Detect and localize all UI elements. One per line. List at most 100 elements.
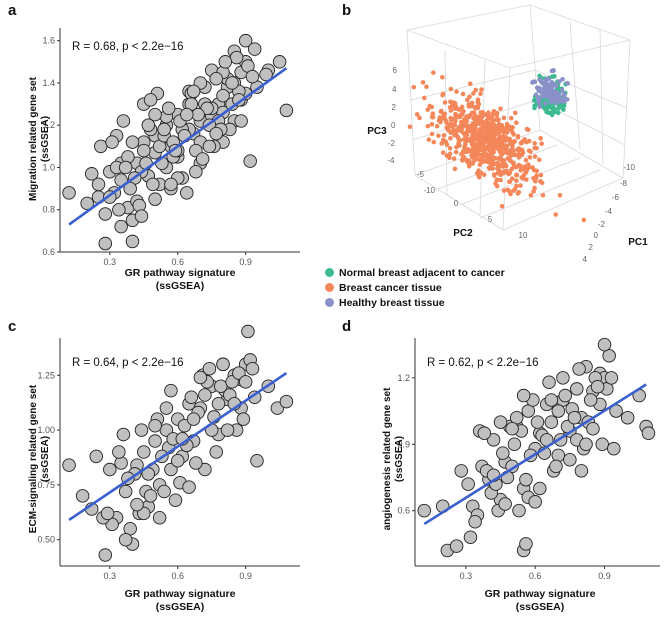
- pc2-tick-label: 5: [488, 215, 493, 224]
- legend-label-cancer: Breast cancer tissue: [339, 281, 442, 294]
- pca-point: [485, 136, 491, 141]
- pca-point: [447, 155, 452, 161]
- pca-point: [542, 93, 548, 98]
- pca-point: [450, 100, 456, 105]
- xlabel-c-text: GR pathway signature: [124, 588, 236, 600]
- data-point: [549, 459, 563, 474]
- pca-grid-line: [410, 69, 536, 101]
- pca-point: [442, 116, 448, 122]
- pca-point: [486, 143, 491, 149]
- pca-point: [439, 141, 445, 146]
- pca-point: [505, 126, 511, 132]
- data-point: [250, 454, 264, 468]
- data-point: [279, 394, 294, 409]
- data-point: [516, 388, 531, 403]
- pca-point: [509, 125, 515, 131]
- pca-point: [489, 124, 494, 130]
- x-tick-label: 0.6: [171, 257, 184, 267]
- pca-point: [417, 115, 422, 121]
- pca-point: [512, 186, 518, 192]
- data-point: [542, 375, 556, 390]
- data-point: [62, 458, 76, 472]
- pca-point: [480, 139, 486, 144]
- pc1-tick-label: 0: [594, 231, 599, 240]
- pca-point: [555, 110, 561, 116]
- data-point: [143, 93, 158, 107]
- y-tick-label: 0.9: [397, 439, 410, 449]
- pca-point: [459, 111, 465, 117]
- pca-point: [506, 188, 512, 194]
- data-point: [114, 219, 128, 234]
- data-point: [112, 202, 126, 217]
- pca-point: [469, 123, 474, 129]
- ylabel-a: Migration related gene set (ssGSEA): [28, 39, 52, 239]
- pca-point: [519, 140, 525, 145]
- pca-point: [447, 151, 453, 157]
- panel-letter-b: b: [342, 2, 352, 19]
- data-point: [148, 434, 162, 448]
- pca-point: [531, 189, 536, 194]
- pca-point: [515, 135, 521, 140]
- y-tick-label: 0.50: [37, 535, 55, 545]
- pca-point: [518, 183, 523, 188]
- xlabel-c: GR pathway signature (ssGSEA): [60, 588, 300, 614]
- pca-axis-label: PC1: [628, 237, 648, 248]
- pca-point: [474, 171, 480, 176]
- pca-point: [467, 81, 473, 87]
- pca-point: [501, 115, 507, 121]
- pca-point: [429, 131, 435, 137]
- pca-point: [496, 117, 501, 122]
- ylabel-c-unit: (ssGSEA): [40, 435, 51, 483]
- data-point: [180, 107, 194, 122]
- pca-point: [467, 94, 472, 100]
- data-point: [202, 139, 217, 154]
- pca-point: [470, 135, 476, 141]
- pca-point: [526, 162, 531, 167]
- data-point: [220, 423, 235, 437]
- data-point: [597, 337, 612, 352]
- pc3-tick-label: 6: [393, 66, 398, 75]
- pca-point: [460, 91, 466, 97]
- data-point: [168, 493, 183, 507]
- data-point: [234, 114, 248, 128]
- pca-point: [498, 149, 503, 154]
- data-point: [216, 88, 230, 103]
- pca-point: [456, 141, 461, 146]
- pca-point: [483, 112, 489, 117]
- pca-point: [560, 76, 565, 82]
- pca-point: [440, 92, 445, 98]
- data-point: [148, 192, 162, 206]
- pca-point: [518, 164, 523, 169]
- pca-point: [501, 127, 507, 132]
- pca-point: [461, 154, 466, 160]
- pca-point: [454, 89, 459, 94]
- pca-point: [514, 172, 520, 178]
- data-point: [98, 548, 113, 562]
- data-point: [544, 415, 559, 429]
- pca-point: [448, 86, 454, 92]
- pca-point: [488, 121, 494, 126]
- pca-point: [471, 91, 476, 96]
- data-point: [130, 497, 144, 512]
- data-point: [211, 397, 226, 411]
- data-point: [417, 503, 431, 518]
- x-tick-label: 0.9: [239, 257, 252, 267]
- data-point: [530, 415, 545, 429]
- ylabel-c-text: ECM-signaling related gene set: [28, 384, 39, 534]
- pca-point: [491, 172, 497, 177]
- regression-line: [68, 371, 288, 522]
- data-point: [159, 401, 174, 415]
- pca-grid-line: [406, 29, 416, 176]
- data-point: [468, 514, 482, 529]
- pca-point: [407, 124, 413, 130]
- pca-point: [501, 188, 507, 193]
- data-point: [141, 118, 156, 132]
- pca-grid-line: [539, 129, 624, 179]
- data-point: [572, 362, 586, 376]
- pca-point: [451, 127, 457, 133]
- y-tick-label: 1.2: [42, 120, 55, 130]
- pc2-extra-tick-label: -5: [417, 170, 425, 179]
- pca-axis-label: PC3: [367, 126, 387, 137]
- pca-point: [509, 166, 514, 172]
- pca-point: [460, 149, 466, 155]
